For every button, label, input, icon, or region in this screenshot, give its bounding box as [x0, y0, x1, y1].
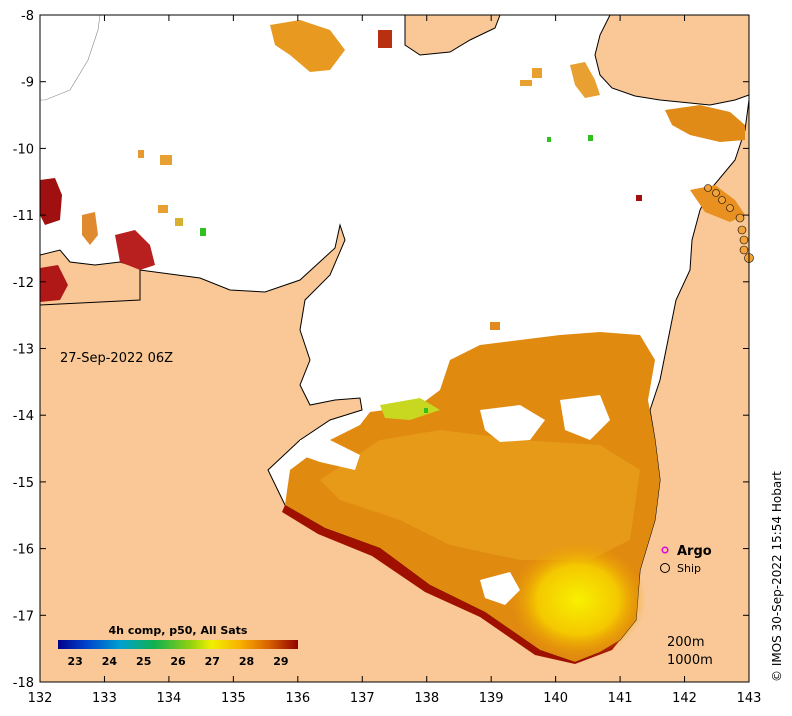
ship-marker[interactable] [718, 196, 726, 204]
x-tick-label: 141 [608, 691, 633, 706]
ship-marker[interactable] [712, 189, 720, 197]
ship-marker[interactable] [704, 184, 712, 192]
land-northwest [40, 15, 101, 101]
sst-gulf-south-edge [282, 505, 620, 664]
land-new-guinea [404, 15, 501, 56]
colorbar-gradient [58, 640, 298, 649]
x-tick-label: 139 [479, 691, 504, 706]
contour-1000m-label: 1000m [667, 653, 713, 668]
sst-dot-9 [378, 30, 392, 48]
colorbar: 4h comp, p50, All Sats 23 24 25 26 27 28 29 [58, 624, 298, 668]
ship-marker[interactable] [735, 213, 745, 223]
ship-marker[interactable] [737, 225, 747, 235]
colorbar-title: 4h comp, p50, All Sats [109, 624, 248, 637]
ship-legend-label: Ship [677, 562, 701, 575]
y-axis: -8 -9 -10 -11 -12 -13 -14 -15 -16 -17 -18 [13, 9, 749, 691]
x-tick-label: 138 [414, 691, 439, 706]
cloud-gap-1 [480, 405, 545, 442]
y-tick-label: -11 [13, 209, 34, 224]
x-tick-label: 137 [350, 691, 375, 706]
x-tick-label: 143 [737, 691, 762, 706]
y-tick-label: -16 [13, 543, 34, 558]
y-tick-label: -10 [13, 142, 34, 157]
sst-patch-east-coast [690, 185, 745, 222]
x-tick-label: 135 [221, 691, 246, 706]
x-tick-label: 134 [156, 691, 181, 706]
sst-red-west-3 [115, 230, 155, 270]
sst-red-west-1 [40, 178, 62, 225]
sst-dot-11 [588, 135, 593, 141]
sst-green-pixel-1 [424, 408, 428, 413]
colorbar-tick-label: 28 [239, 655, 254, 668]
y-tick-label: -13 [13, 343, 34, 358]
sst-dot-5 [200, 228, 206, 236]
y-tick-label: -17 [13, 609, 34, 624]
ship-legend-icon [660, 563, 670, 573]
argo-legend-icon [661, 546, 669, 554]
sst-dot-1 [138, 150, 144, 158]
sst-dot-12 [547, 137, 551, 142]
sst-dot-6 [490, 322, 500, 330]
sst-patch-northeast-2 [570, 62, 600, 98]
cloud-gap-4 [480, 572, 520, 605]
y-tick-label: -8 [21, 9, 34, 24]
colorbar-tick-label: 25 [136, 655, 151, 668]
sst-patch-northeast [665, 105, 745, 142]
y-tick-label: -18 [13, 676, 34, 691]
y-tick-label: -9 [21, 76, 34, 91]
sst-patch-north [270, 20, 345, 72]
land-cape-york [594, 15, 749, 106]
sst-dot-2 [160, 155, 172, 165]
sst-dot-8 [520, 80, 532, 86]
sst-orange-west [82, 212, 98, 245]
x-axis: 132 133 134 135 136 137 138 139 140 141 142 143 [28, 15, 762, 706]
x-tick-label: 133 [92, 691, 117, 706]
timestamp-label: 27-Sep-2022 06Z [60, 351, 173, 366]
ship-marker[interactable] [739, 235, 749, 245]
x-tick-label: 136 [285, 691, 310, 706]
sst-dot-7 [532, 68, 542, 78]
x-tick-label: 142 [672, 691, 697, 706]
sst-dot-4 [175, 218, 183, 226]
sst-gulf-inner [320, 430, 640, 560]
colorbar-tick-label: 29 [273, 655, 288, 668]
y-tick-label: -14 [13, 409, 34, 424]
sst-dot-10 [636, 195, 642, 201]
contour-200m-label: 200m [667, 635, 704, 650]
cloud-gap-3 [300, 440, 360, 470]
x-tick-label: 132 [28, 691, 53, 706]
sst-dot-3 [158, 205, 168, 213]
ship-marker[interactable] [726, 204, 734, 212]
colorbar-tick-label: 24 [102, 655, 118, 668]
legend: Argo Ship [660, 544, 712, 575]
sst-warm-core [510, 542, 646, 658]
colorbar-tick-label: 23 [67, 655, 82, 668]
x-tick-label: 140 [543, 691, 568, 706]
ship-marker[interactable] [739, 245, 749, 255]
sst-red-west-2 [40, 265, 68, 302]
y-tick-label: -15 [13, 476, 34, 491]
argo-legend-label: Argo [677, 544, 712, 559]
colorbar-tick-label: 26 [170, 655, 186, 668]
y-tick-label: -12 [13, 276, 34, 291]
sst-yellow-patch [380, 398, 440, 420]
credit-text: © IMOS 30-Sep-2022 15:54 Hobart [770, 471, 784, 682]
cloud-gap-2 [560, 395, 610, 440]
colorbar-tick-label: 27 [205, 655, 220, 668]
